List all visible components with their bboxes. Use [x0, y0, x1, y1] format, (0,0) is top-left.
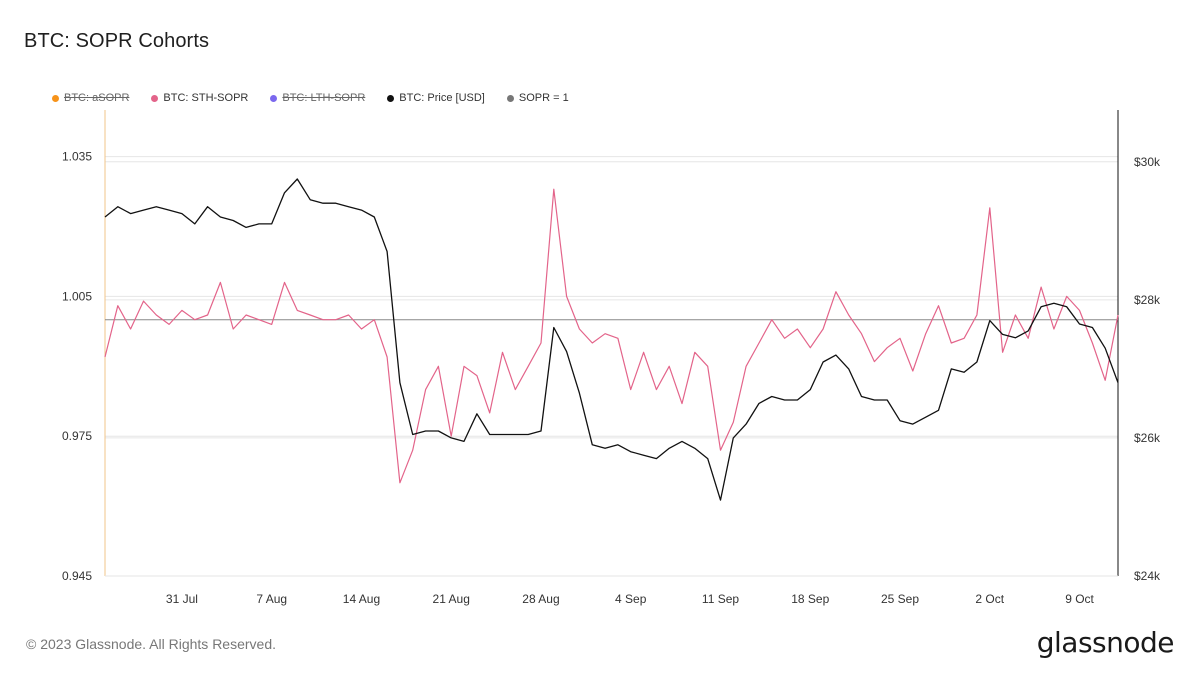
- legend-item-1[interactable]: BTC: STH-SOPR: [151, 92, 248, 104]
- y-right-tick-label: $28k: [1134, 293, 1161, 307]
- legend-label: BTC: STH-SOPR: [163, 92, 249, 104]
- x-tick-label: 11 Sep: [702, 592, 739, 606]
- legend-dot-icon: [52, 94, 59, 102]
- legend-label: BTC: aSOPR: [64, 92, 130, 104]
- x-tick-label: 25 Sep: [881, 592, 919, 606]
- x-tick-label: 9 Oct: [1065, 592, 1094, 606]
- legend-label: SOPR = 1: [518, 92, 569, 104]
- glassnode-logo: glassnode: [1036, 626, 1175, 659]
- x-tick-label: 2 Oct: [975, 592, 1004, 606]
- legend-dot-icon: [270, 94, 278, 102]
- y-left-tick-label: 0.975: [62, 429, 92, 443]
- x-tick-label: 31 Jul: [166, 592, 198, 606]
- y-right-tick-label: $30k: [1134, 155, 1161, 169]
- legend-dot-icon: [151, 94, 159, 102]
- legend-item-3[interactable]: BTC: Price [USD]: [387, 92, 485, 104]
- x-tick-label: 14 Aug: [343, 592, 380, 606]
- legend-item-4[interactable]: SOPR = 1: [506, 92, 569, 104]
- y-left-tick-label: 1.035: [62, 150, 92, 164]
- series-line-1: [104, 178, 1119, 501]
- legend-item-0[interactable]: BTC: aSOPR: [52, 92, 129, 104]
- copyright-footer: © 2023 Glassnode. All Rights Reserved.: [26, 636, 277, 652]
- legend-dot-icon: [387, 94, 395, 102]
- x-tick-label: 28 Aug: [522, 592, 559, 606]
- legend-label: BTC: LTH-SOPR: [282, 92, 366, 104]
- x-tick-label: 7 Aug: [256, 592, 287, 606]
- legend-item-2[interactable]: BTC: LTH-SOPR: [270, 92, 365, 104]
- legend-dot-icon: [506, 94, 514, 102]
- y-right-tick-label: $24k: [1134, 569, 1161, 583]
- chart-title: BTC: SOPR Cohorts: [24, 30, 210, 52]
- y-left-tick-label: 0.945: [62, 569, 92, 583]
- series-line-0: [104, 188, 1119, 484]
- x-tick-label: 21 Aug: [433, 592, 470, 606]
- y-right-tick-label: $26k: [1134, 431, 1161, 445]
- legend-label: BTC: Price [USD]: [399, 92, 485, 104]
- y-left-tick-label: 1.005: [62, 289, 92, 303]
- legend: BTC: aSOPR BTC: STH-SOPR BTC: LTH-SOPR BTC:…: [52, 92, 591, 104]
- x-tick-label: 4 Sep: [615, 592, 647, 606]
- x-tick-label: 18 Sep: [791, 592, 829, 606]
